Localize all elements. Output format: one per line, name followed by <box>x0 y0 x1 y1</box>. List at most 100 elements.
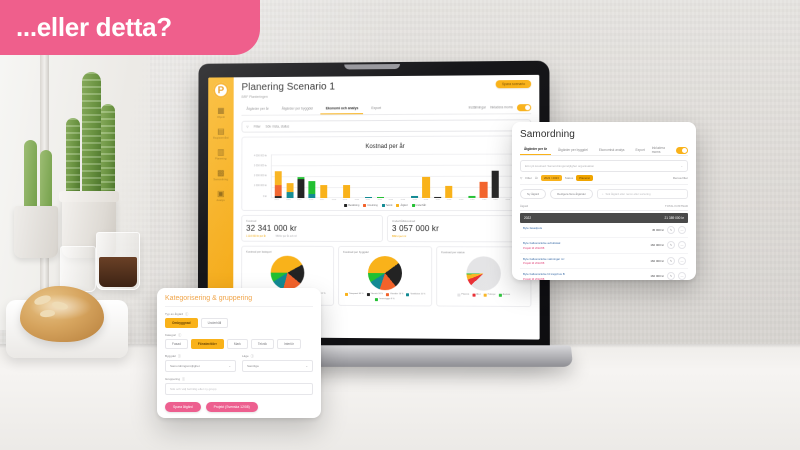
save-scenario-button[interactable]: Spara scenario <box>495 79 532 89</box>
sam-col-total[interactable]: TOTAL KOSTNAD <box>665 204 688 208</box>
bar-column[interactable] <box>295 154 306 198</box>
table-row[interactable]: Byte balkonsräcke vattningar m² Projekt t… <box>520 254 688 269</box>
table-row[interactable]: Byte balkonsräcke avfuktskal Projekt till… <box>520 238 688 254</box>
table-row[interactable]: Byte fasadputs 45 000 kr ✎ ⋯ <box>520 223 688 238</box>
type-option-ombyggnad[interactable]: Ombyggnad <box>165 318 198 328</box>
legend-item[interactable]: Planerat <box>457 293 469 297</box>
sam-tab-ekonomisk-analys[interactable]: Ekonomisk analys <box>598 147 625 152</box>
sidebar-item-analys[interactable]: ▣ Analys <box>212 189 230 202</box>
bar-column[interactable] <box>420 153 431 198</box>
filter-label[interactable]: Filter <box>253 124 261 129</box>
edit-icon[interactable]: ✎ <box>667 226 675 234</box>
bar-column[interactable] <box>318 154 329 198</box>
row-title[interactable]: Byte balkonsräcke vattningar m² <box>523 256 565 261</box>
tab-atgarder-per-byggdel[interactable]: Åtgärder per byggdel <box>281 106 313 111</box>
legend-item[interactable]: Innerväggar 9 % <box>375 297 395 301</box>
more-icon[interactable]: ⋯ <box>678 226 686 234</box>
sam-scenario-select[interactable]: Ett nytt kostnad: Samordningsmöjlighet o… <box>520 160 688 172</box>
bar-column[interactable] <box>478 153 490 198</box>
bar-column[interactable] <box>307 154 318 198</box>
save-action-button[interactable]: Spara åtgärd <box>165 402 201 412</box>
sam-edit-multiple-button[interactable]: Redigera flera åtgärder <box>550 189 593 199</box>
legend-item[interactable]: Ytterdörr 16 % <box>386 292 403 296</box>
legend-item[interactable]: Besiktning <box>344 204 359 207</box>
edit-icon[interactable]: ✎ <box>667 241 675 249</box>
legend-item[interactable]: Påbörjat <box>483 293 496 297</box>
bar-column[interactable] <box>466 153 478 198</box>
project-button[interactable]: Projekt (Svenska 12/08) <box>205 402 258 412</box>
sidebar-item-objekt[interactable]: ▦ Objekt <box>212 106 230 119</box>
info-icon[interactable]: ⓘ <box>182 377 186 381</box>
bar-column[interactable] <box>397 153 408 197</box>
bar-column[interactable] <box>489 153 501 198</box>
legend-item[interactable]: Ventilation 11 % <box>406 292 425 296</box>
bar-column[interactable] <box>329 154 340 198</box>
info-icon[interactable]: ⓘ <box>185 312 189 316</box>
sam-search-input[interactable]: ⌕ Sök åtgärd eller namn eller sortering <box>596 189 688 199</box>
filter-icon[interactable]: ▽ <box>246 124 249 129</box>
category-option-mark[interactable]: Mark <box>226 339 248 349</box>
sam-group-row[interactable]: 2022 21 389 000 kr <box>520 213 688 223</box>
bar-column[interactable] <box>341 154 352 198</box>
filter-icon[interactable]: ▽ <box>520 176 523 180</box>
sam-col-atgard[interactable]: Åtgärd <box>520 204 529 208</box>
bar-column[interactable] <box>284 154 295 198</box>
legend-item[interactable]: Utredning <box>363 203 378 207</box>
include-vat-toggle[interactable] <box>516 103 532 111</box>
legend-item[interactable]: Ytterpanel 40 % <box>344 292 364 296</box>
sam-tab-atgarder-per-ar[interactable]: Åtgärder per år <box>520 145 552 155</box>
sam-clear-filter[interactable]: Rensa filter <box>672 176 688 180</box>
search-input[interactable]: Sök i lista, status <box>265 124 290 129</box>
sam-new-action-button[interactable]: Ny åtgärd <box>520 189 547 199</box>
type-option-underhall[interactable]: Underhåll <box>200 318 229 328</box>
info-icon[interactable]: ⓘ <box>177 354 181 358</box>
pie-chart[interactable] <box>466 255 501 291</box>
legend-item[interactable]: Yttertak 24 % <box>366 292 383 296</box>
sam-filter-tag-status[interactable]: Planerat <box>576 175 593 181</box>
lage-select[interactable]: Samtliga ⌄ <box>242 360 313 372</box>
sidebar-item-registervard[interactable]: ▤ Registervård <box>212 127 230 140</box>
row-title[interactable]: Byte balkonsräcke avfuktskal <box>523 241 561 245</box>
category-option-interior[interactable]: Interiör <box>276 339 301 349</box>
table-row[interactable]: Byte balkonsräcke fd trapphus B Projekt t… <box>520 269 688 280</box>
category-option-fonster-dorr[interactable]: Fönster/dörr <box>190 339 224 349</box>
legend-item[interactable]: Avslutat <box>498 293 511 297</box>
sam-filter-label[interactable]: Filter <box>525 176 532 180</box>
sam-tab-atgarder-per-byggdel[interactable]: Åtgärder per byggdel <box>558 147 588 152</box>
category-option-teknik[interactable]: Teknik <box>250 339 274 349</box>
app-logo[interactable]: P <box>213 82 229 99</box>
tab-atgarder-per-ar[interactable]: Åtgärder per år <box>246 106 269 111</box>
more-icon[interactable]: ⋯ <box>678 272 686 280</box>
tab-ekonomi-och-analys[interactable]: Ekonomi och analys <box>320 102 364 114</box>
more-icon[interactable]: ⋯ <box>678 256 686 265</box>
legend-item[interactable]: Underhåll <box>411 203 426 207</box>
tab-export[interactable]: Export <box>371 106 382 111</box>
gruppering-input[interactable]: Sök och välj befintlig eller ny grupp <box>165 383 313 395</box>
sam-tab-export[interactable]: Export <box>635 147 645 152</box>
bar-column[interactable] <box>363 154 374 198</box>
legend-item[interactable]: Teknik <box>381 203 392 207</box>
edit-icon[interactable]: ✎ <box>667 272 675 280</box>
more-icon[interactable]: ⋯ <box>678 241 686 249</box>
pie-chart[interactable] <box>367 255 402 290</box>
category-option-fasad[interactable]: Fasad <box>165 339 188 349</box>
bar-column[interactable] <box>432 153 443 198</box>
bar-column[interactable] <box>273 154 284 198</box>
bar-column[interactable] <box>409 153 420 198</box>
sam-include-vat-toggle[interactable] <box>675 146 688 154</box>
row-title[interactable]: Byte balkonsräcke fd trapphus B <box>523 272 565 276</box>
sidebar-item-samordning[interactable]: ▩ Samordning <box>212 168 230 181</box>
bar-column[interactable] <box>352 154 363 198</box>
info-icon[interactable]: ⓘ <box>178 333 182 337</box>
sidebar-item-planering[interactable]: ▥ Planering <box>212 148 230 161</box>
row-title[interactable]: Byte fasadputs <box>523 226 543 230</box>
sam-filter-tag-year[interactable]: 2022 / 2023 <box>540 175 562 181</box>
settings-link[interactable]: Inställningar <box>468 105 486 110</box>
legend-item[interactable]: Åtgärd <box>396 203 408 207</box>
pie-chart[interactable] <box>270 255 305 290</box>
bar-column[interactable] <box>443 153 455 198</box>
legend-item[interactable]: Akut <box>472 293 481 297</box>
bar-column[interactable] <box>386 153 397 197</box>
bar-column[interactable] <box>375 153 386 198</box>
edit-icon[interactable]: ✎ <box>667 256 675 265</box>
